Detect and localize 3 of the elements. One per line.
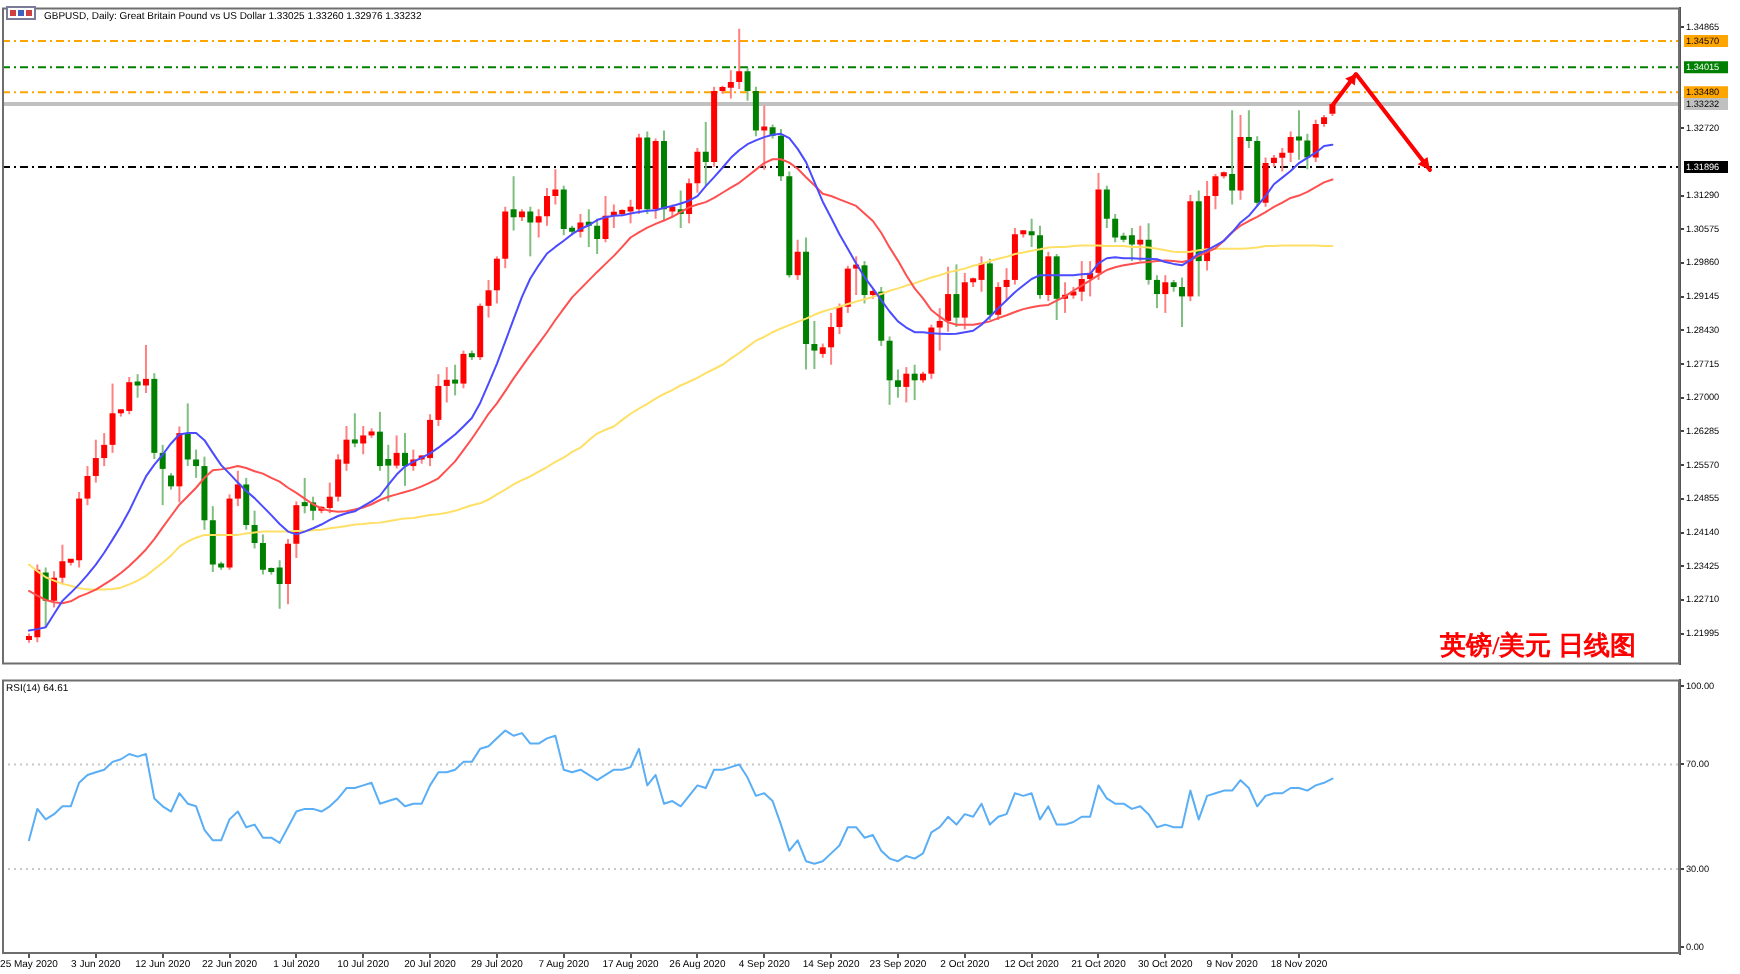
- text: 英镑/美元 日线图: [1438, 630, 1636, 661]
- candlestick: [1296, 110, 1302, 160]
- candlestick: [1245, 110, 1252, 148]
